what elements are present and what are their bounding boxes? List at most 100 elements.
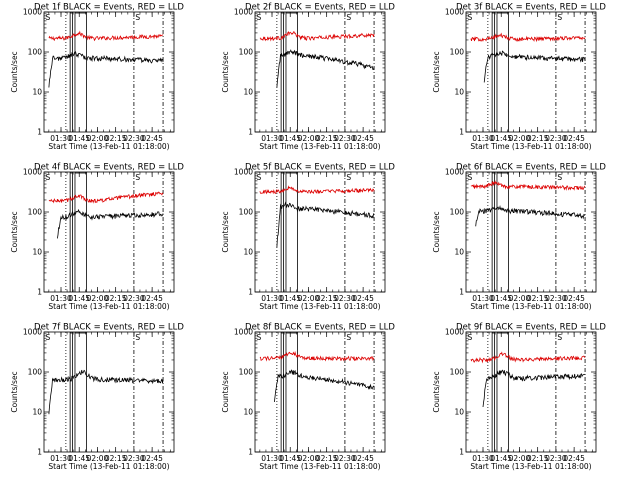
lld-series-line xyxy=(259,185,375,195)
lld-series-line xyxy=(470,32,586,43)
plot-frame xyxy=(43,331,175,453)
y-tick-label: 1000 xyxy=(234,168,253,177)
y-tick-label: 100 xyxy=(239,208,254,217)
x-tick-label: 02:30 xyxy=(545,134,567,143)
y-tick-label: 1000 xyxy=(23,168,42,177)
y-tick-label: 10 xyxy=(454,408,464,417)
events-series-line xyxy=(48,51,164,88)
x-tick-label: 01:45 xyxy=(279,134,301,143)
x-tick-label: 02:00 xyxy=(298,134,320,143)
y-tick-label: 10 xyxy=(32,88,42,97)
x-tick-label: 02:30 xyxy=(545,454,567,463)
y-tick-label: 1000 xyxy=(234,328,253,337)
end-marker-label: S xyxy=(135,13,140,22)
x-tick-label: 02:45 xyxy=(141,454,163,463)
plot-frame xyxy=(43,171,175,293)
y-tick-label: 100 xyxy=(28,48,43,57)
x-tick-label: 02:45 xyxy=(141,134,163,143)
events-series-line xyxy=(482,369,586,408)
panel-title: Det 2f BLACK = Events, RED = LLD xyxy=(245,3,395,13)
y-tick-label: 1 xyxy=(37,288,42,297)
x-tick-label: 02:00 xyxy=(509,134,531,143)
x-tick-label: 02:00 xyxy=(87,294,109,303)
end-marker-label: S xyxy=(346,333,351,342)
y-axis-label: Counts/sec xyxy=(10,51,19,92)
plot-frame xyxy=(465,171,597,293)
y-tick-label: 1000 xyxy=(23,8,42,17)
y-axis-label: Counts/sec xyxy=(432,51,441,92)
y-tick-label: 100 xyxy=(450,208,465,217)
end-marker-label: S xyxy=(135,173,140,182)
time-markers xyxy=(276,12,375,132)
x-tick-label: 02:30 xyxy=(334,454,356,463)
plot-frame xyxy=(43,11,175,133)
x-axis-label: Start Time (13-Feb-11 01:18:00) xyxy=(259,142,380,151)
lld-series-line xyxy=(259,350,375,362)
x-tick-label: 01:45 xyxy=(68,294,90,303)
panel-title: Det 7f BLACK = Events, RED = LLD xyxy=(34,323,184,333)
x-tick-label: 02:15 xyxy=(316,454,338,463)
x-tick-label: 02:15 xyxy=(527,134,549,143)
end-marker-label: S xyxy=(346,13,351,22)
y-tick-label: 10 xyxy=(243,408,253,417)
y-tick-label: 1000 xyxy=(445,328,464,337)
panel-title: Det 6f BLACK = Events, RED = LLD xyxy=(456,163,606,173)
plot-frame xyxy=(465,331,597,453)
panel-title: Det 9f BLACK = Events, RED = LLD xyxy=(456,323,606,333)
start-marker-label: S xyxy=(257,333,262,342)
y-tick-label: 1 xyxy=(459,128,464,137)
y-tick-label: 1 xyxy=(248,288,253,297)
events-series-line xyxy=(48,369,164,415)
panel-title: Det 1f BLACK = Events, RED = LLD xyxy=(34,3,184,13)
start-marker-label: S xyxy=(468,333,473,342)
x-tick-label: 02:00 xyxy=(87,454,109,463)
x-tick-label: 02:45 xyxy=(141,294,163,303)
y-axis-label: Counts/sec xyxy=(221,51,230,92)
y-axis-label: Counts/sec xyxy=(10,371,19,412)
y-tick-label: 1 xyxy=(459,288,464,297)
x-tick-label: 02:00 xyxy=(87,134,109,143)
y-tick-label: 100 xyxy=(450,48,465,57)
x-tick-label: 01:30 xyxy=(472,294,494,303)
events-series-line xyxy=(483,50,586,83)
lld-series-line xyxy=(470,180,586,191)
panel-title: Det 4f BLACK = Events, RED = LLD xyxy=(34,163,184,173)
end-marker-label: S xyxy=(557,333,562,342)
events-series-line xyxy=(274,369,375,403)
y-tick-label: 10 xyxy=(243,248,253,257)
y-tick-label: 1 xyxy=(459,448,464,457)
end-marker-label: S xyxy=(557,173,562,182)
lld-series-line xyxy=(48,191,164,204)
y-tick-label: 10 xyxy=(32,248,42,257)
x-axis-label: Start Time (13-Feb-11 01:18:00) xyxy=(48,142,169,151)
events-series-line xyxy=(276,49,375,88)
x-tick-label: 01:45 xyxy=(490,454,512,463)
x-tick-label: 01:30 xyxy=(261,454,283,463)
x-tick-label: 02:45 xyxy=(352,294,374,303)
x-tick-label: 02:45 xyxy=(563,454,585,463)
x-tick-label: 02:45 xyxy=(563,294,585,303)
start-marker-label: S xyxy=(46,333,51,342)
lld-series-line xyxy=(48,30,164,42)
x-tick-label: 01:45 xyxy=(68,454,90,463)
end-marker-label: S xyxy=(135,333,140,342)
start-marker-label: S xyxy=(46,13,51,22)
y-tick-label: 1000 xyxy=(445,8,464,17)
x-tick-label: 01:30 xyxy=(50,134,72,143)
panel-title: Det 8f BLACK = Events, RED = LLD xyxy=(245,323,395,333)
lld-series-line xyxy=(259,30,375,42)
time-markers xyxy=(65,12,164,132)
y-axis-label: Counts/sec xyxy=(10,211,19,252)
x-tick-label: 01:45 xyxy=(490,134,512,143)
time-markers xyxy=(276,332,375,452)
lld-series-line xyxy=(470,351,586,364)
time-markers xyxy=(487,172,586,292)
time-markers xyxy=(65,332,164,452)
